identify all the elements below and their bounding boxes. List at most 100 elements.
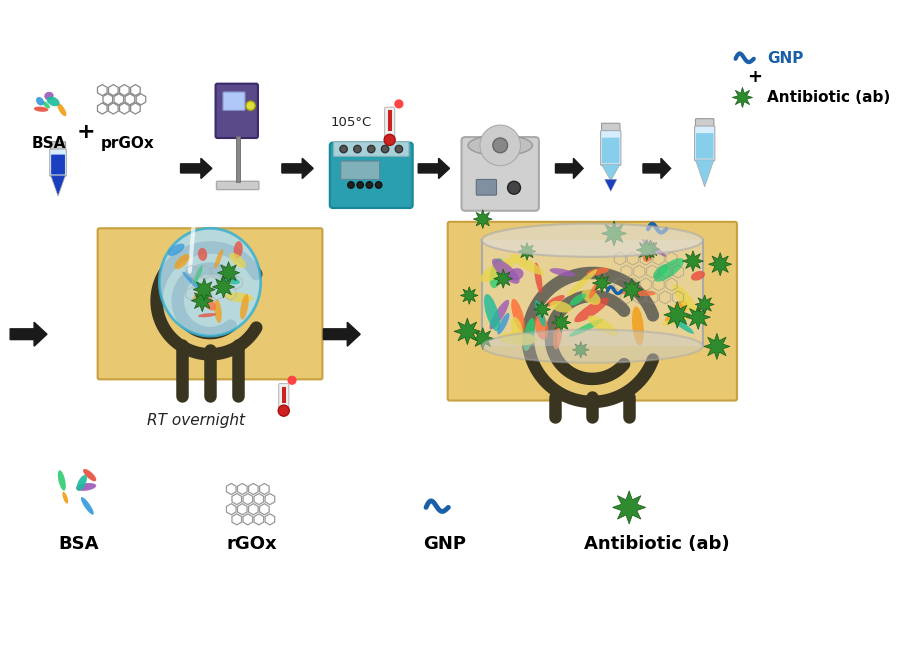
Circle shape (288, 376, 297, 385)
FancyBboxPatch shape (602, 138, 620, 163)
Polygon shape (460, 287, 478, 304)
Ellipse shape (511, 317, 523, 343)
Ellipse shape (499, 332, 537, 345)
Circle shape (367, 146, 375, 153)
Polygon shape (612, 491, 646, 524)
Circle shape (340, 146, 347, 153)
FancyBboxPatch shape (695, 119, 713, 128)
Bar (235, 90, 240, 182)
Bar (282, 387, 286, 403)
Polygon shape (534, 301, 551, 318)
Ellipse shape (511, 299, 525, 332)
FancyArrow shape (643, 158, 670, 179)
Text: BSA: BSA (32, 136, 66, 151)
Polygon shape (213, 276, 235, 298)
FancyBboxPatch shape (334, 142, 409, 157)
Ellipse shape (492, 259, 520, 284)
Circle shape (246, 101, 255, 111)
Polygon shape (191, 290, 213, 312)
Ellipse shape (214, 300, 222, 323)
Circle shape (382, 146, 389, 153)
Ellipse shape (553, 320, 562, 350)
Polygon shape (602, 221, 627, 246)
Ellipse shape (490, 300, 509, 330)
Polygon shape (664, 302, 691, 328)
Ellipse shape (222, 277, 240, 284)
Ellipse shape (47, 97, 60, 106)
FancyArrow shape (419, 158, 449, 179)
Polygon shape (472, 328, 493, 350)
Text: BSA: BSA (58, 535, 98, 553)
Ellipse shape (490, 258, 504, 288)
Polygon shape (160, 228, 261, 336)
Ellipse shape (240, 294, 249, 320)
Ellipse shape (570, 294, 585, 306)
Polygon shape (593, 274, 612, 292)
Circle shape (394, 99, 403, 109)
Ellipse shape (653, 264, 668, 279)
Polygon shape (217, 262, 240, 284)
Ellipse shape (76, 483, 97, 491)
Ellipse shape (523, 318, 535, 351)
Ellipse shape (214, 249, 223, 269)
Ellipse shape (670, 317, 694, 333)
Circle shape (357, 182, 364, 188)
FancyBboxPatch shape (462, 137, 538, 211)
Text: RT overnight: RT overnight (147, 413, 245, 428)
Polygon shape (518, 242, 536, 260)
Ellipse shape (34, 107, 49, 112)
Circle shape (492, 138, 508, 153)
Ellipse shape (586, 268, 609, 276)
FancyArrow shape (180, 158, 212, 179)
Circle shape (348, 182, 354, 188)
Ellipse shape (642, 239, 667, 257)
Ellipse shape (582, 289, 601, 305)
Bar (235, 136, 240, 182)
Ellipse shape (589, 281, 599, 298)
Ellipse shape (174, 254, 189, 269)
Polygon shape (695, 160, 713, 187)
Text: 105°C: 105°C (330, 116, 372, 129)
Ellipse shape (654, 258, 684, 281)
Text: +: + (77, 122, 95, 142)
FancyBboxPatch shape (279, 384, 289, 410)
Ellipse shape (482, 330, 703, 363)
FancyArrow shape (282, 158, 313, 179)
Polygon shape (454, 318, 481, 344)
Circle shape (354, 146, 361, 153)
Ellipse shape (673, 284, 698, 315)
Circle shape (375, 182, 382, 188)
FancyBboxPatch shape (50, 149, 67, 176)
Ellipse shape (44, 92, 53, 100)
Polygon shape (193, 278, 216, 301)
Ellipse shape (667, 314, 686, 322)
Ellipse shape (182, 272, 202, 292)
FancyBboxPatch shape (476, 179, 496, 195)
Polygon shape (493, 269, 512, 288)
Ellipse shape (482, 224, 703, 257)
Polygon shape (604, 179, 617, 192)
Ellipse shape (81, 497, 94, 515)
Ellipse shape (588, 315, 618, 336)
FancyBboxPatch shape (695, 126, 715, 161)
Text: rGOx: rGOx (226, 535, 277, 553)
Ellipse shape (497, 313, 510, 335)
Circle shape (508, 181, 520, 194)
Polygon shape (602, 164, 620, 181)
Ellipse shape (83, 469, 97, 481)
Ellipse shape (620, 289, 656, 296)
Ellipse shape (662, 316, 690, 325)
Circle shape (366, 182, 373, 188)
Polygon shape (683, 251, 704, 272)
Circle shape (480, 125, 520, 166)
Ellipse shape (194, 265, 203, 284)
Ellipse shape (535, 314, 548, 339)
Ellipse shape (229, 253, 246, 268)
Ellipse shape (509, 268, 523, 281)
FancyBboxPatch shape (216, 181, 259, 190)
FancyBboxPatch shape (51, 142, 66, 151)
FancyArrow shape (323, 322, 360, 346)
Ellipse shape (567, 269, 597, 296)
Ellipse shape (77, 475, 87, 491)
Circle shape (278, 405, 290, 416)
